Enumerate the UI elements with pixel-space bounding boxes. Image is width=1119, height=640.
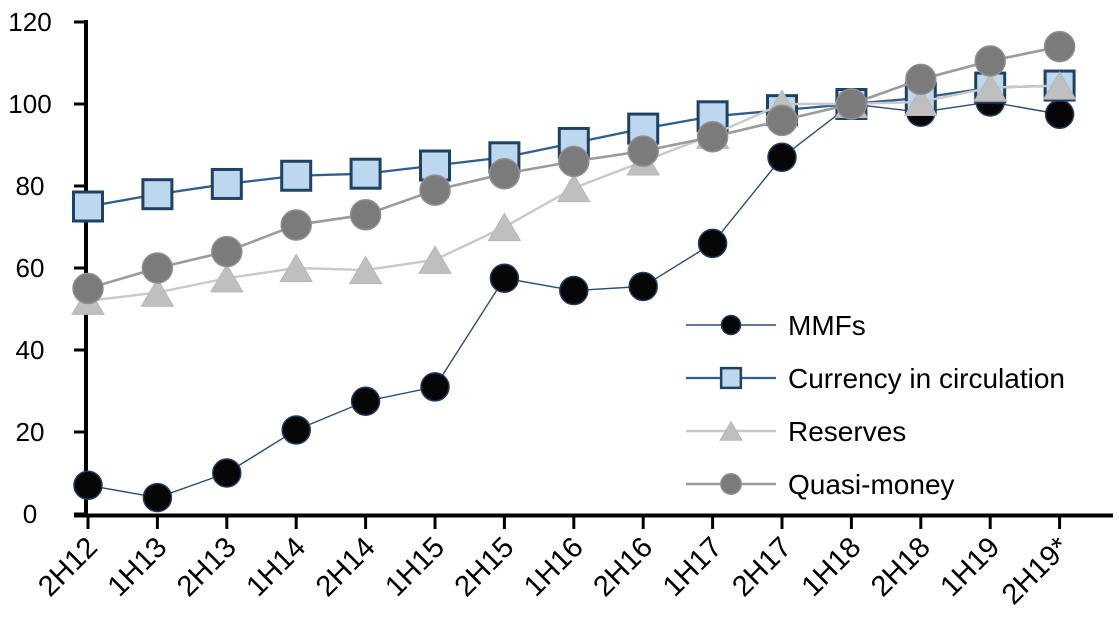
x-axis-label: 1H18	[796, 531, 868, 603]
legend-item-currency-in-circulation: Currency in circulation	[686, 363, 1065, 394]
quasi-money-marker	[627, 135, 659, 167]
x-axis-label: 2H19*	[996, 531, 1076, 611]
reserves-marker	[487, 212, 522, 242]
quasi-money-marker	[211, 235, 243, 268]
mmfs-marker	[420, 372, 450, 402]
x-axis-label: 2H17	[726, 531, 798, 603]
mmfs-marker	[559, 275, 589, 306]
legend-label-currency-in-circulation: Currency in circulation	[788, 363, 1065, 394]
mmfs-marker	[73, 470, 103, 501]
y-axis-label: 40	[16, 335, 45, 365]
x-axis-label: 2H12	[32, 531, 104, 603]
mmfs-marker	[1044, 99, 1075, 129]
reserves-marker	[1042, 70, 1077, 100]
mmfs-marker	[628, 271, 658, 302]
quasi-money-marker	[349, 198, 382, 231]
legend: MMFs Currency in circulation Reserves Quasi…	[686, 310, 1065, 500]
mmfs-marker	[697, 228, 728, 259]
x-axis-label: 1H13	[102, 531, 174, 603]
quasi-money-marker	[558, 145, 590, 178]
legend-label-reserves: Reserves	[788, 416, 906, 447]
y-axis-label: 80	[16, 171, 45, 201]
reserves-marker	[973, 73, 1008, 102]
reserves-marker	[556, 173, 591, 203]
legend-item-reserves: Reserves	[686, 416, 906, 447]
y-axis-label: 60	[16, 253, 45, 283]
legend-marker-quasi-money	[720, 473, 742, 495]
quasi-money-marker	[974, 45, 1006, 77]
x-axis-label: 2H14	[310, 531, 382, 603]
x-axis-label: 2H18	[865, 531, 937, 603]
quasi-money-marker	[1043, 30, 1076, 63]
currency-in-circulation-marker	[280, 159, 313, 192]
currency-in-circulation-marker	[349, 157, 382, 190]
y-axis-label: 20	[16, 417, 45, 447]
y-axis-label: 100	[8, 89, 51, 119]
quasi-money-marker	[419, 174, 451, 206]
legend-label-quasi-money: Quasi-money	[788, 469, 955, 500]
legend-marker-currency-in-circulation	[719, 366, 743, 390]
quasi-money-marker	[766, 104, 798, 137]
reserves-marker	[903, 87, 938, 117]
x-axis-label: 1H16	[518, 531, 590, 603]
mmfs-marker	[489, 263, 520, 293]
y-axis-label: 0	[23, 499, 37, 529]
reserves-marker	[418, 245, 452, 274]
mmfs-marker	[142, 482, 173, 513]
x-axis-label: 1H15	[379, 531, 451, 603]
legend-marker-mmfs	[720, 314, 742, 336]
x-axis-label: 2H13	[171, 531, 243, 603]
quasi-money-marker	[488, 157, 521, 190]
y-axis-label: 120	[8, 7, 51, 37]
quasi-money-marker	[696, 121, 729, 153]
currency-in-circulation-marker	[72, 190, 104, 223]
currency-in-circulation-marker	[210, 167, 243, 200]
quasi-money-marker	[72, 272, 104, 305]
reserves-marker	[279, 253, 314, 283]
reserves-marker	[140, 278, 175, 307]
mmfs-marker	[767, 142, 797, 173]
x-axis-label: 2H16	[587, 531, 659, 603]
mmfs-marker	[281, 415, 311, 445]
quasi-money-marker	[280, 209, 312, 241]
x-axis-label: 1H19	[934, 531, 1006, 603]
quasi-money-marker	[905, 63, 937, 96]
quasi-money-marker	[835, 88, 868, 120]
x-axis-label: 2H15	[449, 531, 521, 603]
legend-marker-reserves	[719, 420, 743, 441]
mmfs-marker	[212, 458, 242, 488]
x-axis-label: 1H14	[240, 531, 312, 603]
legend-item-quasi-money: Quasi-money	[686, 469, 955, 500]
mmfs-marker	[350, 386, 381, 416]
reserves-marker	[348, 255, 383, 285]
legend-label-mmfs: MMFs	[788, 310, 866, 341]
currency-in-circulation-marker	[141, 178, 174, 211]
legend-item-mmfs: MMFs	[686, 310, 866, 341]
series-quasi-money	[72, 30, 1076, 305]
reserves-marker	[209, 263, 244, 293]
quasi-money-marker	[141, 252, 174, 284]
x-axis-label: 1H17	[657, 531, 729, 603]
